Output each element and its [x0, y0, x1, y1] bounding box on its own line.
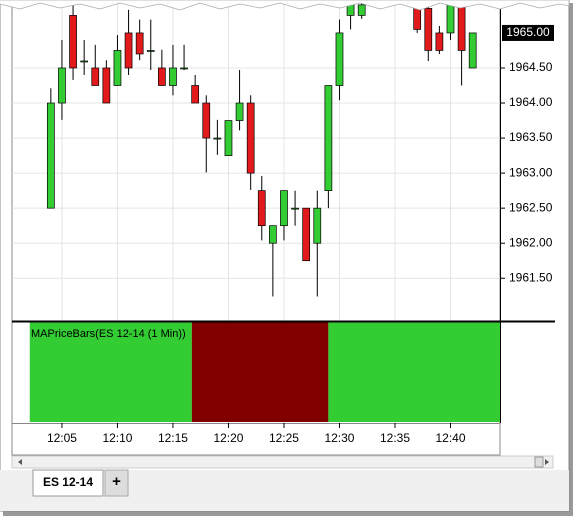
y-tick-label: 1964.50: [509, 60, 553, 74]
x-tick-label: 12:05: [47, 431, 77, 445]
add-tab-label[interactable]: +: [112, 473, 121, 490]
candle-body: [424, 8, 433, 51]
candle-body: [257, 190, 266, 227]
candle-body: [291, 207, 299, 210]
candle-body: [468, 32, 477, 69]
scroll-left[interactable]: [18, 459, 22, 465]
indicator-title: MAPriceBars(ES 12-14 (1 Min)): [31, 328, 186, 340]
candle-body: [313, 207, 322, 244]
x-tick-label: 12:20: [213, 431, 243, 445]
last-price-box: [502, 24, 554, 41]
candle-body: [269, 225, 277, 244]
candle-body: [180, 67, 188, 70]
add-tab-button[interactable]: [104, 469, 129, 497]
candle-body: [169, 67, 177, 86]
candle-body: [324, 85, 333, 191]
x-tick-label: 12:35: [380, 431, 410, 445]
candle-body: [113, 50, 122, 86]
x-tick-label: 12:15: [158, 431, 188, 445]
candle-body: [435, 32, 444, 51]
x-tick-label: 12:25: [269, 431, 299, 445]
candle-body: [91, 67, 100, 86]
x-tick-label: 12:40: [435, 431, 465, 445]
candle-body: [357, 4, 366, 16]
indicator-region: [191, 322, 329, 422]
candle-body: [446, 0, 455, 34]
y-tick-label: 1963.00: [509, 165, 553, 179]
y-tick-label: 1962.00: [509, 235, 553, 249]
candle-body: [135, 32, 144, 55]
candle-body: [102, 67, 111, 104]
tab[interactable]: [32, 469, 104, 497]
candle-body: [58, 67, 66, 104]
indicator-region: [29, 322, 192, 422]
candle-body: [302, 207, 311, 262]
candle-body: [246, 102, 255, 174]
x-tick-label: 12:10: [102, 431, 132, 445]
x-tick-label: 12:30: [324, 431, 354, 445]
torn-edge: [0, 0, 570, 11]
candle-body: [158, 67, 166, 86]
y-tick-label: 1962.50: [509, 200, 553, 214]
candle-body: [69, 15, 77, 69]
scroll-thumb[interactable]: [534, 456, 544, 468]
candle-body: [335, 32, 344, 86]
scroll-right[interactable]: [545, 459, 549, 465]
candle-body: [224, 120, 233, 156]
candle-body: [280, 190, 288, 227]
candle-body: [146, 50, 155, 52]
scrollbar[interactable]: [11, 455, 554, 469]
y-tick-label: 1964.00: [509, 95, 553, 109]
candle-body: [47, 102, 55, 209]
y-tick-label: 1961.50: [509, 270, 553, 284]
y-tick-label: 1963.50: [509, 130, 553, 144]
candle-body: [191, 85, 200, 104]
candle-body: [124, 32, 133, 69]
candle-body: [213, 137, 222, 140]
tab-label[interactable]: ES 12-14: [43, 475, 93, 489]
candle-body: [80, 60, 89, 63]
candle-body: [235, 102, 244, 121]
candle-body: [346, 0, 355, 16]
candle-body: [202, 102, 211, 139]
indicator-region: [328, 322, 500, 422]
candle-body: [457, 4, 466, 51]
last-price-label: 1965.00: [506, 25, 550, 39]
